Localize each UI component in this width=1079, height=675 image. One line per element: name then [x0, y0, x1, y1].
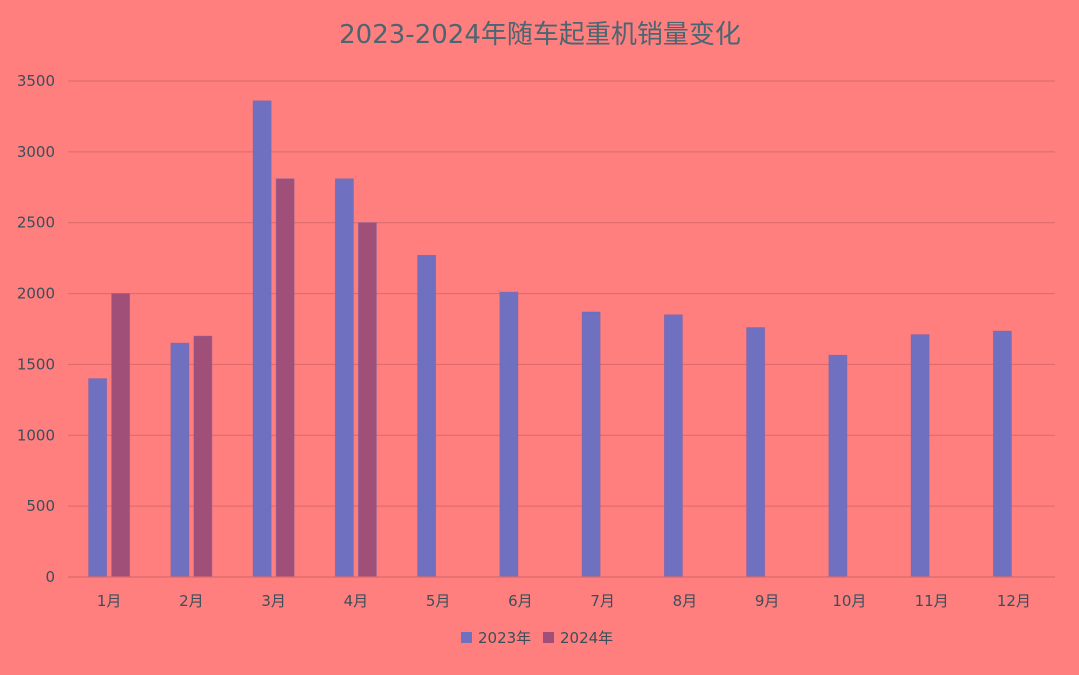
- x-tick-label: 1月: [97, 592, 122, 610]
- x-tick-label: 12月: [997, 592, 1031, 610]
- bar-series1-10: [828, 354, 848, 578]
- chart-title: 2023-2024年随车起重机销量变化: [339, 20, 741, 50]
- x-tick-label: 4月: [344, 592, 369, 610]
- gridlines: [68, 80, 1055, 578]
- bars: [88, 100, 1012, 578]
- y-tick-label: 1500: [17, 355, 55, 373]
- x-tick-label: 11月: [915, 592, 949, 610]
- y-tick-label: 1000: [17, 426, 55, 444]
- bar-series1-4: [334, 178, 354, 578]
- bar-series1-5: [417, 254, 437, 578]
- bar-series1-12: [992, 330, 1012, 578]
- y-tick-label: 2000: [17, 285, 55, 303]
- legend-label-1: 2023年: [478, 629, 531, 647]
- x-tick-label: 10月: [832, 592, 866, 610]
- y-tick-label: 3500: [17, 72, 55, 90]
- x-tick-label: 3月: [261, 592, 286, 610]
- bar-series2-1: [111, 293, 131, 578]
- bar-series2-2: [193, 335, 213, 578]
- bar-series1-7: [581, 311, 601, 578]
- legend-label-2: 2024年: [560, 629, 613, 647]
- legend-swatch-1: [461, 632, 472, 643]
- bar-series1-1: [88, 378, 108, 578]
- y-tick-label: 3000: [17, 143, 55, 161]
- bar-series1-6: [499, 291, 519, 578]
- bar-series1-9: [746, 327, 766, 578]
- x-tick-label: 7月: [590, 592, 615, 610]
- x-tick-label: 8月: [673, 592, 698, 610]
- y-axis: 0 500 1000 1500 2000 2500 3000 3500: [17, 72, 55, 586]
- bar-series1-8: [663, 314, 683, 578]
- x-axis: 1月 2月 3月 4月 5月 6月 7月 8月 9月 10月 11月 12月: [68, 576, 1055, 610]
- bar-series1-11: [910, 334, 930, 578]
- y-tick-label: 0: [45, 568, 55, 586]
- legend-swatch-2: [543, 632, 554, 643]
- legend: 2023年 2024年: [461, 629, 613, 647]
- bar-series1-3: [252, 100, 272, 578]
- bar-series2-4: [357, 222, 377, 578]
- x-tick-label: 2月: [179, 592, 204, 610]
- x-tick-label: 6月: [508, 592, 533, 610]
- bar-series1-2: [170, 342, 190, 578]
- x-tick-label: 9月: [755, 592, 780, 610]
- x-tick-label: 5月: [426, 592, 451, 610]
- bar-series2-3: [275, 178, 295, 578]
- y-tick-label: 500: [26, 497, 55, 515]
- y-tick-label: 2500: [17, 214, 55, 232]
